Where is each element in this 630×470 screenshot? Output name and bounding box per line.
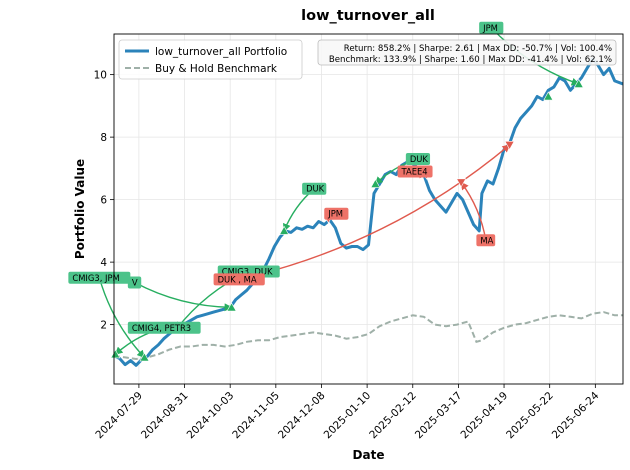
annotation-box [127,276,142,289]
buy-marker [110,349,121,359]
x-axis-title: Date [353,448,385,462]
annotation-label: JPM [327,209,343,219]
x-tick-label: 2025-01-10 [322,390,374,442]
annotation-label: V [132,277,138,287]
y-tick-label: 2 [100,320,107,332]
x-tick-label: 2025-03-17 [413,390,465,442]
sell-marker [456,178,467,188]
buy-marker [139,352,150,362]
stats-line-benchmark: Benchmark: 133.9% | Sharpe: 1.60 | Max D… [329,55,612,65]
annotation-box [476,234,496,247]
axes: 2468102024-07-292024-08-312024-10-032024… [93,70,601,442]
annotation-box [324,207,349,220]
plot-frame [113,33,624,385]
buy-marker [543,91,554,101]
x-tick-label: 2025-05-22 [504,390,556,442]
buy-marker [279,225,290,235]
annotation-label: DUK [306,184,325,194]
annotation-box [405,153,431,165]
x-tick-label: 2024-11-05 [230,390,282,442]
x-tick-label: 2025-06-24 [550,389,602,441]
x-tick-label: 2025-04-19 [459,390,511,442]
stats-box: Return: 858.2% | Sharpe: 2.61 | Max DD: … [317,39,617,66]
annotation-label: DUK [410,154,429,164]
annotation-box [127,321,201,334]
annotation-arrow [283,188,315,232]
annotation-box [213,273,265,286]
stats-box-frame [317,39,617,66]
benchmark-line [114,311,623,361]
y-axis-title: Portfolio Value [73,159,87,259]
x-tick-label: 2024-08-31 [139,390,191,442]
buy-marker [370,178,381,188]
annotation-box [479,21,504,34]
stats-line-portfolio: Return: 858.2% | Sharpe: 2.61 | Max DD: … [344,44,612,54]
annotation-box [397,165,433,178]
benchmark-series [114,311,623,361]
x-tick-label: 2024-10-03 [185,390,237,442]
annotation-label: CMIG3, JPM [72,273,119,283]
annotation-label: CMIG4, PETR3 [132,323,191,333]
annotation-arrow [98,277,146,359]
annotation-label: CMIG3, DUK [222,267,273,277]
annotation-box [302,182,327,195]
y-tick-label: 10 [94,70,107,82]
buy-marker [573,78,584,88]
chart-title: low_turnover_all [301,8,435,24]
sell-marker [504,141,515,151]
y-tick-label: 4 [100,257,107,269]
portfolio-series [114,57,623,367]
y-tick-label: 8 [100,132,107,144]
legend-label-portfolio: low_turnover_all Portfolio [155,46,287,58]
x-tick-label: 2024-07-29 [93,390,145,442]
legend-frame [118,39,303,80]
annotation-arrow [134,281,233,312]
y-tick-label: 6 [100,195,107,207]
annotation-label: JPM [482,23,498,33]
annotation-label: DUK , MA [218,274,257,284]
x-tick-label: 2025-02-12 [367,390,419,442]
annotation-box [68,271,131,284]
x-tick-label: 2024-12-08 [276,390,328,442]
legend: low_turnover_all Portfolio Buy & Hold Be… [118,39,303,80]
portfolio-line [114,57,623,367]
annotation-label: MA [480,235,493,245]
buy-marker [226,302,237,312]
legend-label-benchmark: Buy & Hold Benchmark [155,63,278,75]
annotation-label: TAEE4 [401,167,428,177]
grid [114,34,623,384]
trade-markers [110,78,584,362]
